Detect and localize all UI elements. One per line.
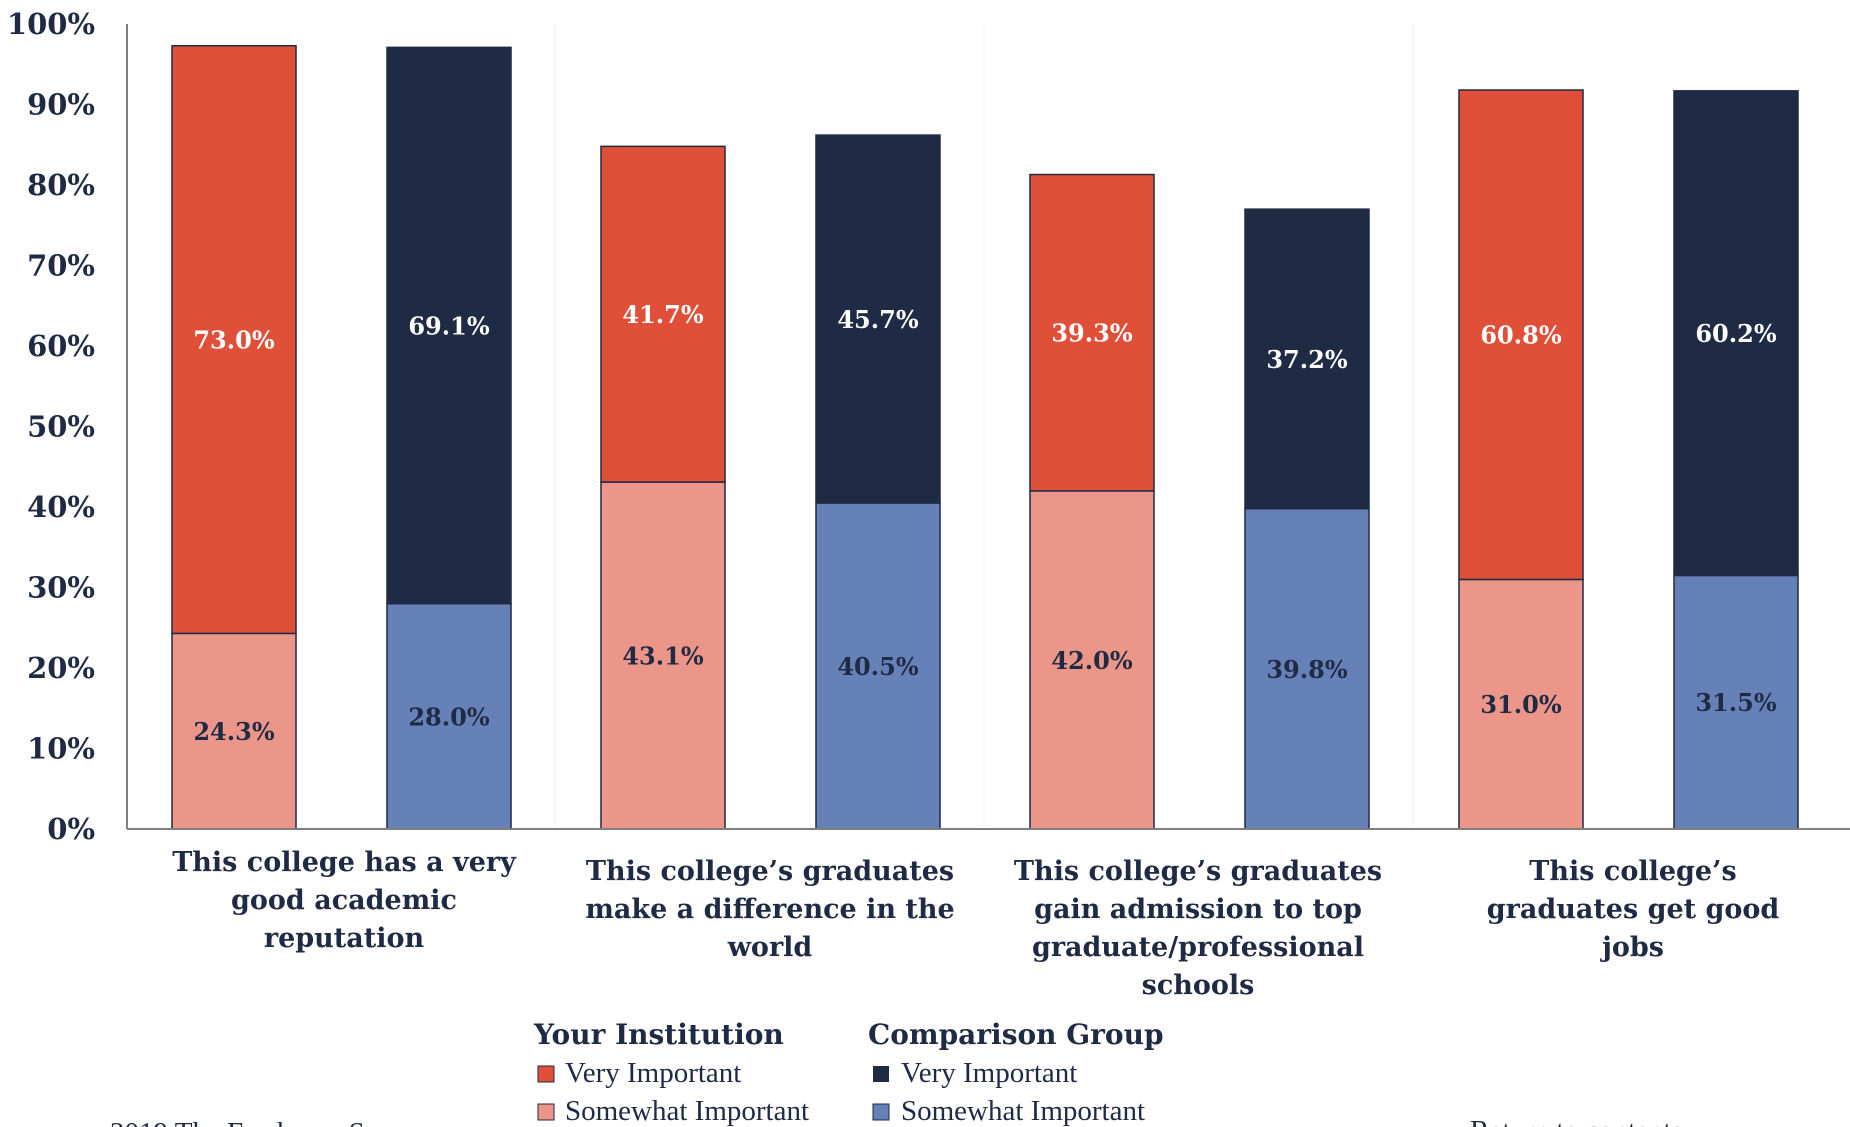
category-label-line: gain admission to top <box>1034 894 1362 925</box>
bar-segment <box>1458 89 1584 581</box>
legend-label-yi-very: Very Important <box>565 1057 741 1089</box>
data-label: 42.0% <box>1051 646 1132 675</box>
bar-segment <box>386 46 512 605</box>
data-label: 31.0% <box>1480 690 1561 719</box>
data-label: 45.7% <box>837 305 918 334</box>
bar-segment <box>815 502 941 830</box>
bar-segment <box>171 632 297 830</box>
category-label-line: world <box>727 932 813 963</box>
data-label: 60.8% <box>1480 321 1561 350</box>
bar-segment <box>1673 90 1799 577</box>
bar-segment <box>1458 578 1584 830</box>
bar-segment <box>171 44 297 635</box>
legend-label-yi-somewhat: Somewhat Important <box>565 1095 809 1127</box>
return-to-contents-link[interactable]: Return to contents <box>1470 1115 1683 1127</box>
data-label: 60.2% <box>1695 319 1776 348</box>
y-tick-label: 0% <box>47 812 95 846</box>
data-label: 28.0% <box>408 702 489 731</box>
y-axis-ticks: 0% 10% 20% 30% 40% 50% 60% 70% 80% 90% 100% <box>7 7 95 846</box>
data-label: 39.3% <box>1051 319 1132 348</box>
y-tick-label: 60% <box>27 329 95 363</box>
data-label: 40.5% <box>837 652 918 681</box>
y-tick-label: 80% <box>27 168 95 202</box>
legend-title-comparison-group: Comparison Group <box>868 1018 1164 1051</box>
bar-segment <box>1673 574 1799 830</box>
data-label: 37.2% <box>1266 345 1347 374</box>
legend-swatch-cg-somewhat <box>872 1103 890 1121</box>
category-label-line: jobs <box>1600 932 1664 963</box>
data-label: 41.7% <box>622 300 703 329</box>
data-label: 73.0% <box>193 326 274 355</box>
y-tick-label: 10% <box>27 732 95 766</box>
legend-swatch-yi-somewhat <box>537 1103 555 1121</box>
data-label: 24.3% <box>193 717 274 746</box>
bar-segment <box>1029 490 1155 830</box>
y-tick-label: 20% <box>27 651 95 685</box>
category-label-line: good academic <box>231 885 457 916</box>
y-tick-label: 30% <box>27 571 95 605</box>
data-label: 69.1% <box>408 311 489 340</box>
bar-segment <box>815 134 941 504</box>
legend-label-cg-somewhat: Somewhat Important <box>901 1095 1145 1127</box>
category-label-line: This college has a very <box>172 847 517 878</box>
category-label-line: graduate/professional <box>1032 932 1364 963</box>
bars-layer <box>171 44 1799 830</box>
y-tick-label: 40% <box>27 490 95 524</box>
category-label-line: graduates get good <box>1487 894 1780 925</box>
legend: Your Institution Very Important Somewhat… <box>533 1018 1164 1127</box>
bar-segment <box>386 602 512 830</box>
category-label-line: This college’s graduates <box>586 856 954 887</box>
legend-swatch-cg-very <box>873 1066 889 1082</box>
data-label: 39.8% <box>1266 655 1347 684</box>
bar-segment <box>1029 173 1155 492</box>
legend-label-cg-very: Very Important <box>901 1057 1077 1089</box>
bar-segment <box>1244 208 1370 510</box>
footer-text: 2019 The Freshman S <box>110 1117 365 1127</box>
legend-title-your-institution: Your Institution <box>533 1018 784 1051</box>
category-label-line: schools <box>1142 970 1255 1001</box>
category-label-line: make a difference in the <box>585 894 954 925</box>
category-label-line: This college’s graduates <box>1014 856 1382 887</box>
legend-swatch-yi-very <box>537 1065 555 1083</box>
y-tick-label: 100% <box>7 7 95 41</box>
y-tick-label: 70% <box>27 249 95 283</box>
bar-segment <box>600 145 726 483</box>
y-tick-label: 50% <box>27 410 95 444</box>
data-labels-layer: 24.3% 73.0% 28.0% 69.1% 43.1% 41.7% 40.5% 45.7%… <box>193 300 1776 746</box>
category-dividers <box>554 24 1414 829</box>
category-labels: This college has a very good academic repu… <box>172 847 1779 1001</box>
category-label-line: reputation <box>264 923 425 954</box>
data-label: 31.5% <box>1695 688 1776 717</box>
data-label: 43.1% <box>622 642 703 671</box>
y-tick-label: 90% <box>27 88 95 122</box>
category-label-line: This college’s <box>1529 856 1736 887</box>
